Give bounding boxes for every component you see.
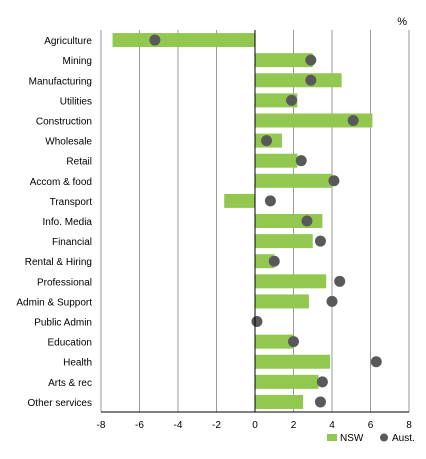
aust-dot <box>305 54 317 66</box>
aust-dot <box>334 275 346 287</box>
category-label: Manufacturing <box>29 76 92 87</box>
x-tick-label: 6 <box>368 420 374 431</box>
nsw-bar <box>255 234 313 249</box>
nsw-bar <box>255 294 309 309</box>
aust-dot <box>264 195 276 207</box>
x-tick-label: -8 <box>97 420 106 431</box>
category-label: Admin & Support <box>16 297 92 308</box>
category-label: Agriculture <box>44 36 92 47</box>
category-label: Financial <box>52 237 92 248</box>
nsw-bar <box>255 334 294 349</box>
category-labels: Agriculture Mining Manufacturing Utilities C… <box>16 36 92 409</box>
category-label: Info. Media <box>43 217 93 228</box>
category-label: Arts & rec <box>48 378 92 389</box>
x-tick-labels: -8 -6 -4 -2 0 2 4 6 8 <box>97 420 413 431</box>
aust-dot <box>314 396 326 408</box>
aust-dot <box>370 356 382 368</box>
category-label: Transport <box>50 197 93 208</box>
nsw-bar <box>255 173 332 188</box>
category-label: Accom & food <box>30 177 92 188</box>
legend-swatch-nsw <box>327 434 337 441</box>
x-tick-label: -6 <box>135 420 144 431</box>
aust-dot <box>326 295 338 307</box>
aust-dot <box>305 74 317 86</box>
x-tick-label: -4 <box>174 420 183 431</box>
category-label: Other services <box>28 398 92 409</box>
category-label: Utilities <box>60 96 92 107</box>
nsw-bar <box>255 73 342 88</box>
aust-dot <box>251 316 263 328</box>
aust-dot <box>268 255 280 267</box>
aust-dot <box>301 215 313 227</box>
nsw-bar <box>255 53 313 68</box>
aust-dot <box>328 175 340 187</box>
nsw-bar <box>255 394 304 409</box>
nsw-bar <box>255 113 373 128</box>
category-label: Wholesale <box>45 137 92 148</box>
category-label: Public Admin <box>34 318 92 329</box>
category-label: Construction <box>36 116 92 127</box>
nsw-bar <box>255 274 327 289</box>
legend: NSW Aust. <box>327 433 415 444</box>
aust-dot <box>286 94 298 106</box>
category-label: Professional <box>37 277 92 288</box>
nsw-bars <box>112 33 373 409</box>
aust-dot <box>149 34 161 46</box>
category-label: Mining <box>63 56 92 67</box>
aust-dot <box>288 336 299 348</box>
aust-dot <box>347 114 359 126</box>
x-tick-label: 4 <box>329 420 335 431</box>
category-label: Health <box>63 358 92 369</box>
aust-dot <box>316 376 328 388</box>
category-label: Rental & Hiring <box>25 257 92 268</box>
nsw-bar <box>224 193 255 208</box>
x-tick-label: 8 <box>406 420 412 431</box>
nsw-bar <box>255 354 331 369</box>
nsw-bar <box>255 153 298 168</box>
aust-dot <box>295 155 307 167</box>
legend-marker-aust <box>380 433 388 442</box>
aust-dot <box>314 235 326 247</box>
nsw-bar <box>112 33 255 48</box>
nsw-bar <box>255 374 319 389</box>
aust-dots <box>149 34 382 408</box>
legend-label-nsw: NSW <box>340 433 364 444</box>
nsw-bar <box>255 254 275 269</box>
aust-dot <box>261 135 273 147</box>
axes <box>101 30 409 413</box>
category-label: Education <box>48 338 92 349</box>
x-tick-label: -2 <box>212 420 221 431</box>
unit-label: % <box>397 16 407 28</box>
x-tick-label: 2 <box>291 420 297 431</box>
x-tick-label: 0 <box>252 420 258 431</box>
legend-label-aust: Aust. <box>392 433 415 444</box>
category-label: Retail <box>66 157 92 168</box>
nsw-bar <box>255 93 298 108</box>
